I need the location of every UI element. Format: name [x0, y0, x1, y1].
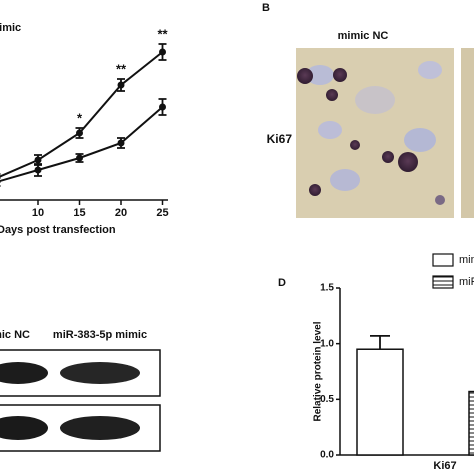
lane-label: miR-383-5p mimic [53, 329, 147, 341]
y-tick-label: 0.5 [320, 394, 334, 405]
point [34, 166, 42, 174]
y-tick-label: 1.5 [320, 283, 334, 294]
column-title: mimic NC [338, 30, 389, 42]
y-tick-label: 1.0 [320, 338, 334, 349]
bar [468, 390, 474, 456]
legend-swatch [432, 275, 454, 289]
point [159, 103, 166, 111]
x-tick-label: Ki67 [433, 460, 456, 472]
lane-label: mimic NC [0, 329, 30, 341]
point [34, 156, 42, 164]
x-axis-label: Days post transfection [0, 224, 116, 236]
panel-label: D [278, 277, 286, 289]
legend-label: miR-383-5p mimic [0, 22, 21, 34]
legend-label: mimic NC [459, 254, 474, 266]
significance: ** [116, 61, 127, 76]
y-tick-label: 0.0 [320, 450, 334, 461]
point [117, 139, 125, 147]
row-label: Ki67 [267, 132, 293, 146]
error-bar [370, 334, 390, 350]
ihc-image [461, 48, 474, 218]
x-tick-label: 15 [73, 207, 85, 219]
y-axis-label: Relative protein level [313, 321, 324, 421]
panel-label: B [262, 2, 270, 14]
point [117, 81, 125, 89]
legend-swatch [432, 253, 454, 267]
western-blot [0, 349, 161, 452]
x-tick-label: 25 [156, 207, 168, 219]
significance: ** [157, 26, 168, 41]
point [76, 154, 83, 162]
point [76, 129, 83, 137]
significance: * [77, 110, 83, 125]
ihc-image [296, 48, 454, 218]
point [159, 48, 166, 56]
legend-label: miR-383-5p mimic [459, 276, 474, 288]
bar [356, 348, 404, 456]
x-tick-label: 10 [32, 207, 44, 219]
x-tick-label: 20 [115, 207, 127, 219]
